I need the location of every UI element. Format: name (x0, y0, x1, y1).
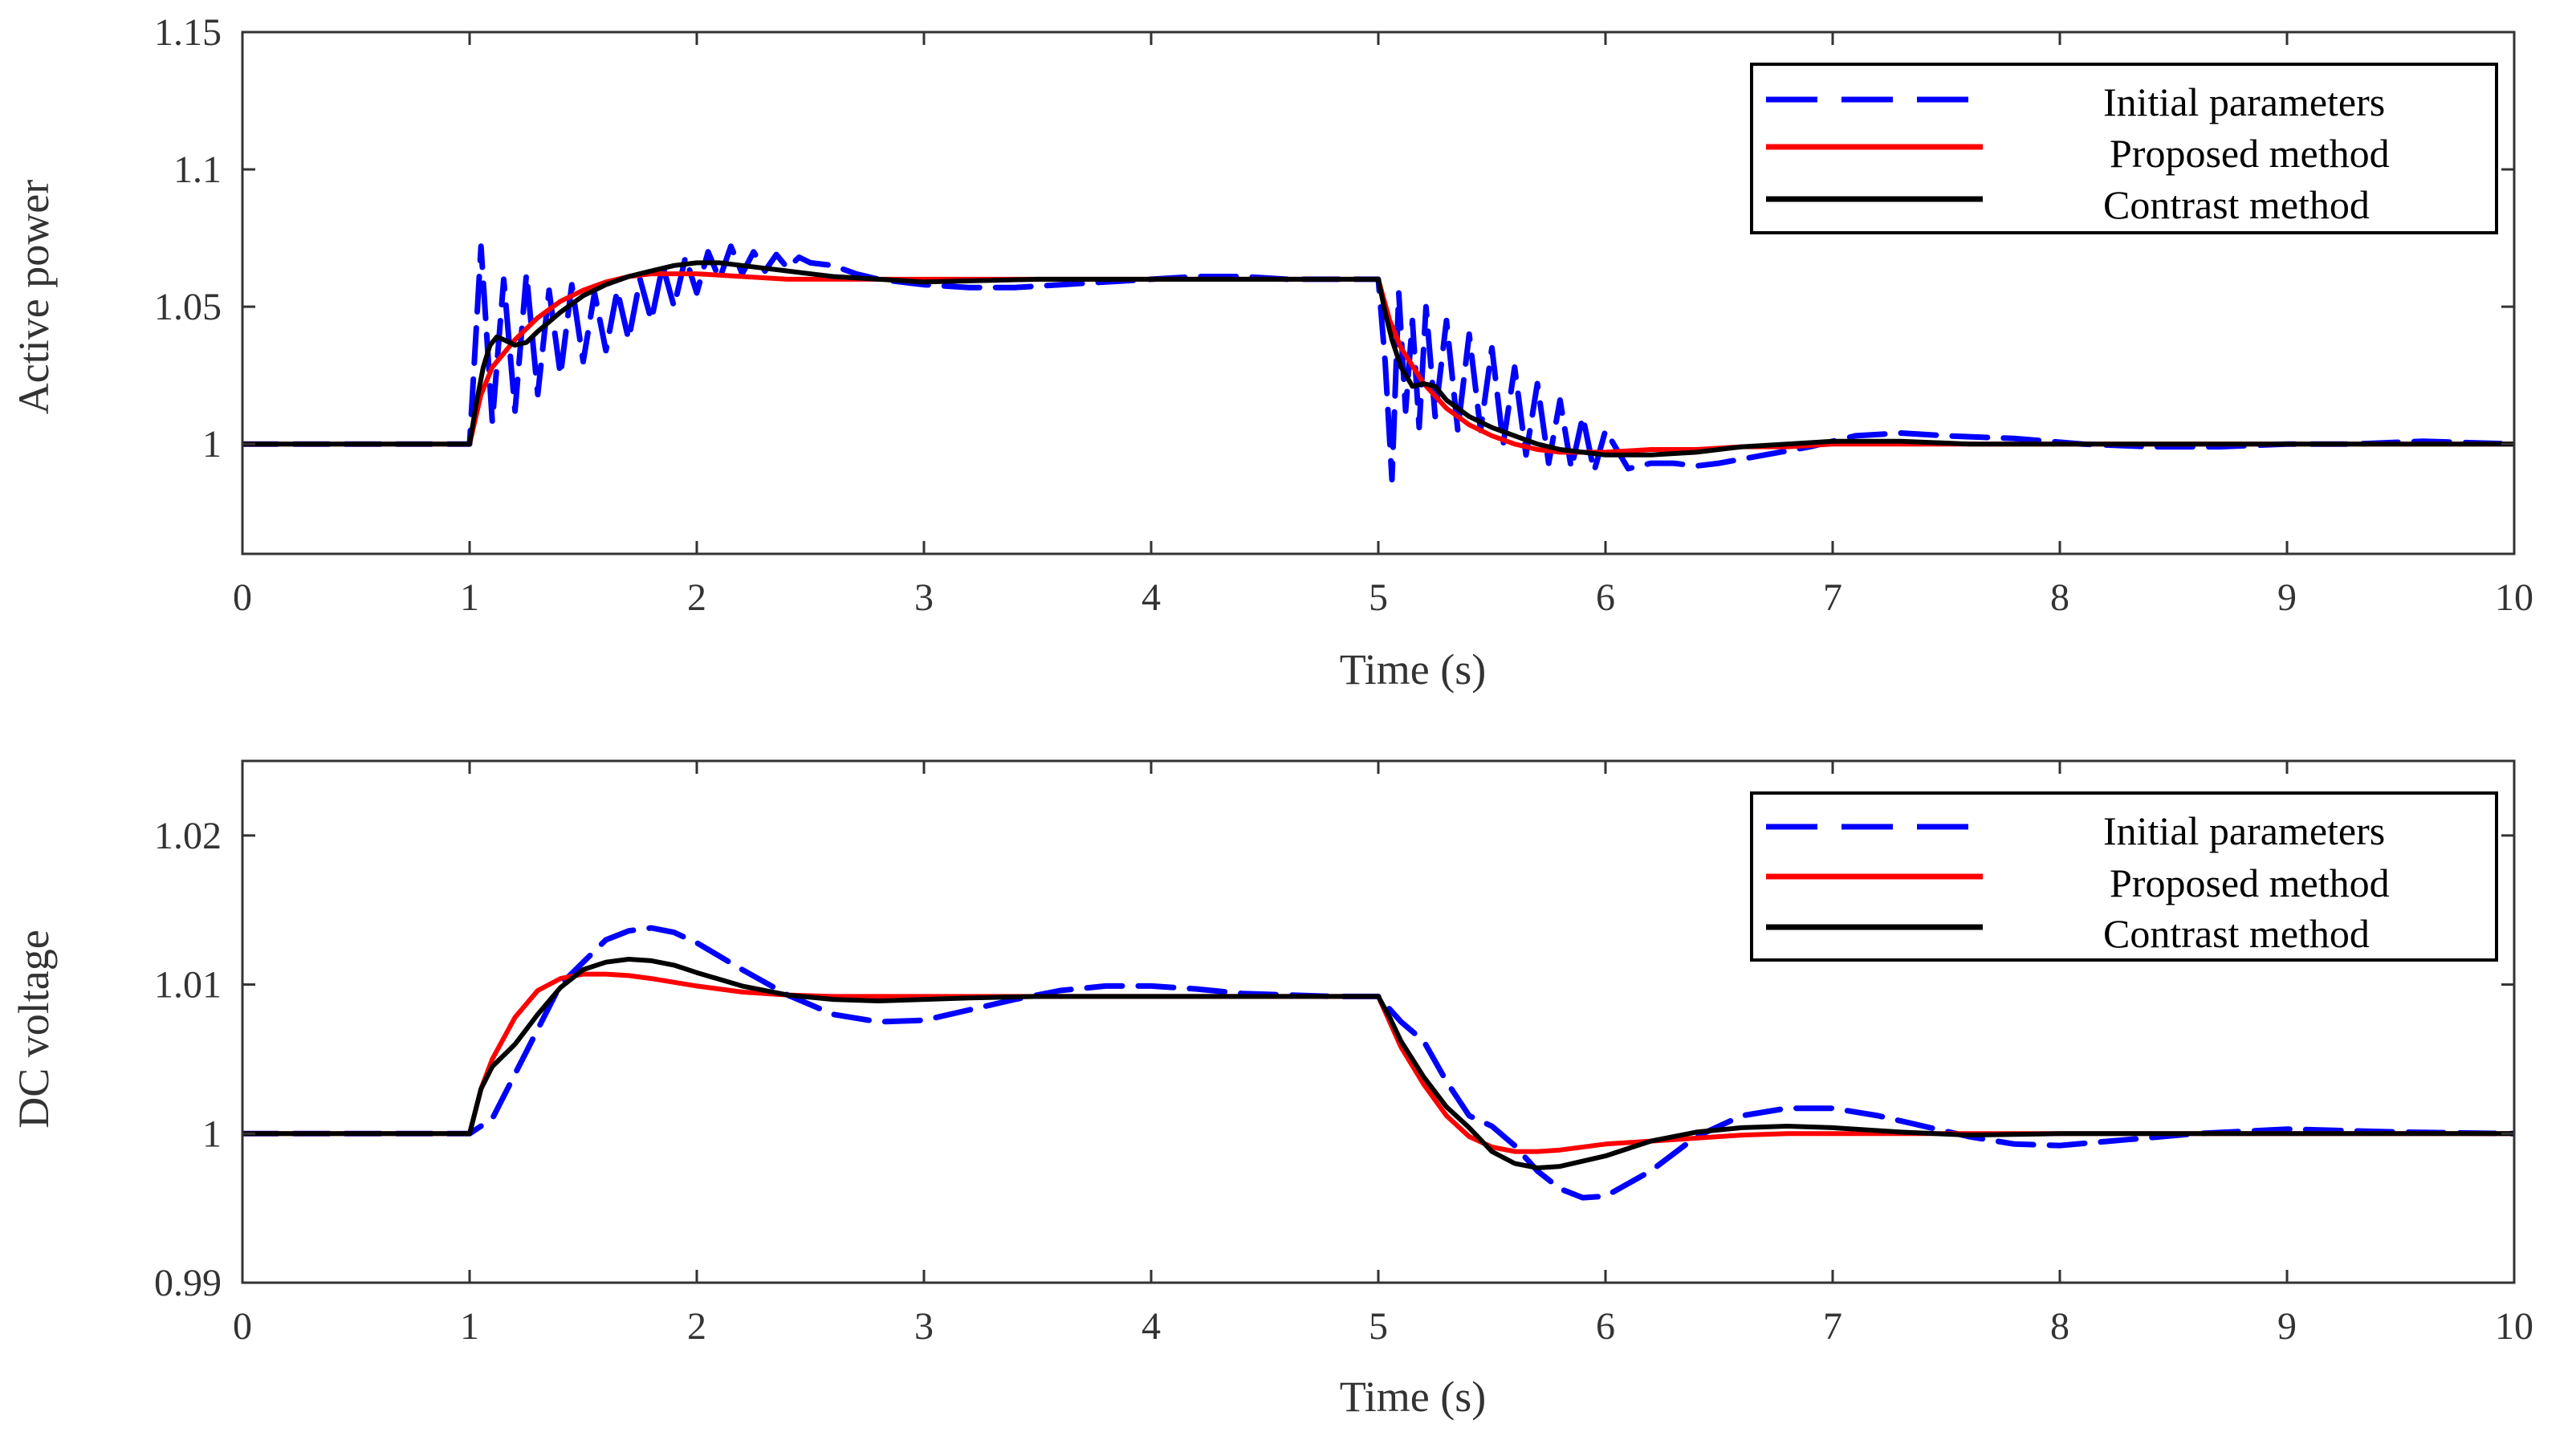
legend-label-initial: Initial parameters (2103, 808, 2385, 853)
x-tick-label: 6 (1596, 576, 1615, 619)
x-tick-label: 10 (2495, 576, 2533, 619)
legend-label-proposed: Proposed method (2110, 860, 2390, 905)
x-tick-label: 9 (2277, 1305, 2297, 1348)
x-tick-label: 1 (460, 1305, 479, 1348)
x-tick-label: 3 (914, 576, 934, 619)
x-tick-label: 5 (1369, 1305, 1388, 1348)
y-axis-label: Active power (10, 180, 58, 414)
x-tick-label: 8 (2050, 576, 2069, 619)
y-tick-label: 1.1 (173, 148, 222, 191)
plot-area (242, 925, 2514, 1201)
active-power-panel: Active power Time (s) Initial parameters… (10, 11, 2533, 694)
x-tick-label: 7 (1823, 1305, 1842, 1348)
series-line-contrast-method (242, 260, 2514, 458)
x-tick-label: 0 (233, 576, 252, 619)
series-line-contrast-method (242, 957, 2514, 1170)
y-axis-label: DC voltage (10, 930, 58, 1128)
x-tick-label: 2 (687, 1305, 706, 1348)
y-tick-label: 0.99 (154, 1262, 222, 1304)
legend-label-contrast: Contrast method (2103, 911, 2370, 956)
x-tick-label: 9 (2277, 576, 2297, 619)
plot-area (242, 243, 2514, 483)
legend: Initial parameters Proposed method Contr… (1750, 791, 2498, 962)
y-tick-label: 1.01 (154, 964, 222, 1007)
y-tick-label: 1.02 (154, 815, 222, 857)
x-axis-label: Time (s) (1340, 645, 1487, 694)
legend: Initial parameters Proposed method Contr… (1750, 63, 2498, 234)
x-axis-label: Time (s) (1340, 1373, 1487, 1421)
x-tick-label: 6 (1596, 1305, 1615, 1348)
y-tick-label: 1.15 (154, 11, 222, 54)
x-tick-label: 3 (914, 1305, 934, 1348)
x-tick-label: 1 (460, 576, 479, 619)
x-tick-label: 5 (1369, 576, 1388, 619)
y-tick-label: 1 (202, 1113, 222, 1155)
x-tick-label: 10 (2495, 1305, 2533, 1348)
x-tick-label: 4 (1141, 1305, 1161, 1348)
x-tick-label: 0 (233, 1305, 252, 1348)
x-tick-label: 4 (1141, 576, 1161, 619)
x-tick-label: 2 (687, 576, 706, 619)
legend-label-proposed: Proposed method (2110, 131, 2390, 176)
dc-voltage-panel: DC voltage Time (s) Initial parameters P… (10, 759, 2533, 1421)
legend-label-contrast: Contrast method (2103, 182, 2370, 227)
y-tick-label: 1.05 (154, 286, 222, 328)
y-tick-label: 1 (202, 423, 222, 466)
x-tick-label: 8 (2050, 1305, 2069, 1348)
x-tick-label: 7 (1823, 576, 1842, 619)
legend-label-initial: Initial parameters (2103, 79, 2385, 124)
